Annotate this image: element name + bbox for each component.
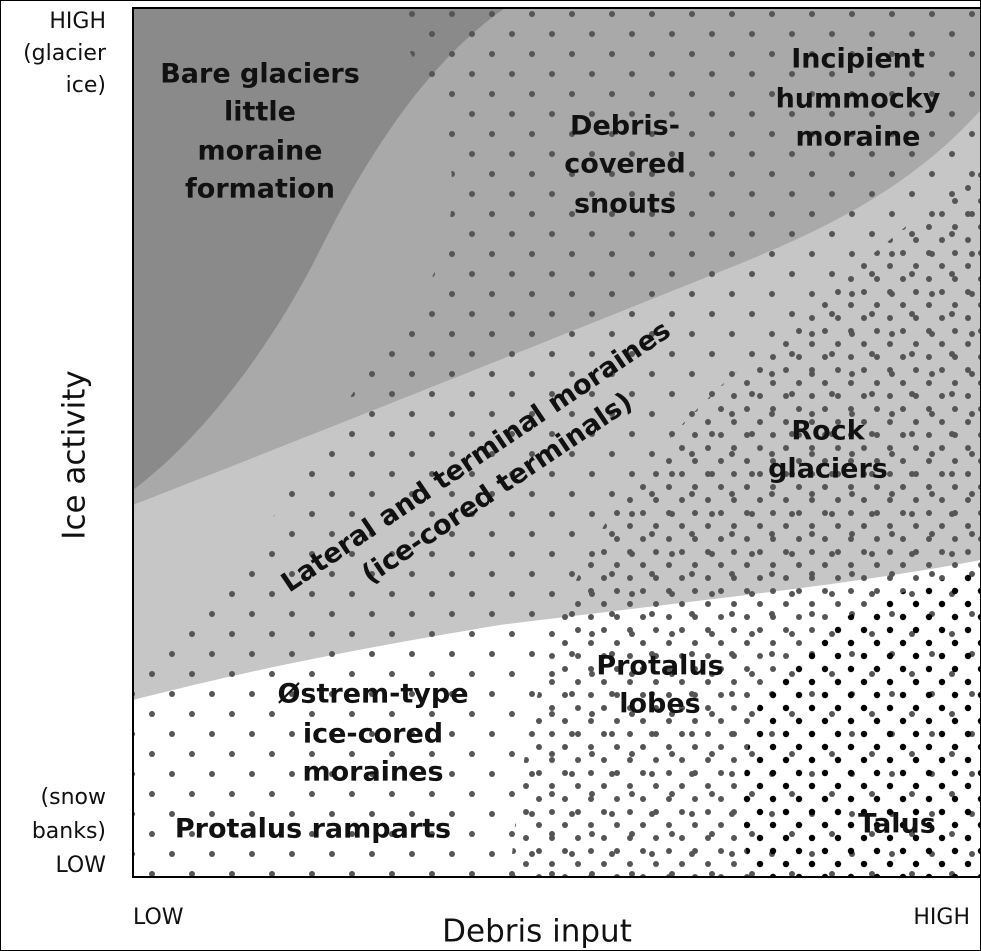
region-label: covered xyxy=(564,149,685,180)
y-high-label: (glacier xyxy=(23,41,107,66)
region-label: Protalus ramparts xyxy=(175,814,451,845)
x-low-label: LOW xyxy=(133,905,184,930)
region-label: lobes xyxy=(619,689,701,720)
region-label: Debris- xyxy=(570,111,680,142)
region-label: formation xyxy=(185,174,335,205)
region-label: Talus xyxy=(858,809,936,840)
region-label: Incipient xyxy=(791,44,925,75)
region-label: hummocky xyxy=(776,84,941,115)
y-low-label: banks) xyxy=(32,819,106,844)
region-label: Bare glaciers xyxy=(160,59,360,90)
region-label: Østrem-type xyxy=(277,679,468,710)
region-label: moraine xyxy=(795,122,920,153)
dark-area xyxy=(133,8,505,490)
region-label: Protalus xyxy=(596,651,723,682)
regions xyxy=(133,8,981,877)
region-label: glaciers xyxy=(768,454,888,485)
region-label: Rock xyxy=(791,416,865,447)
region-label: moraine xyxy=(197,136,322,167)
y-high-label: HIGH xyxy=(49,9,106,34)
region-label: ice-cored xyxy=(303,719,443,750)
region-label: little xyxy=(224,97,296,128)
region-label: snouts xyxy=(574,189,676,220)
y-high-label: ice) xyxy=(66,73,106,98)
y-low-label: (snow xyxy=(41,785,106,810)
plot-frame xyxy=(132,7,981,878)
y-axis-title: Ice activity xyxy=(57,370,93,539)
y-low-label: LOW xyxy=(55,853,106,878)
x-axis-title: Debris input xyxy=(442,914,632,950)
region-label: moraines xyxy=(302,757,443,788)
x-high-label: HIGH xyxy=(913,905,970,930)
black-dots xyxy=(743,570,981,877)
